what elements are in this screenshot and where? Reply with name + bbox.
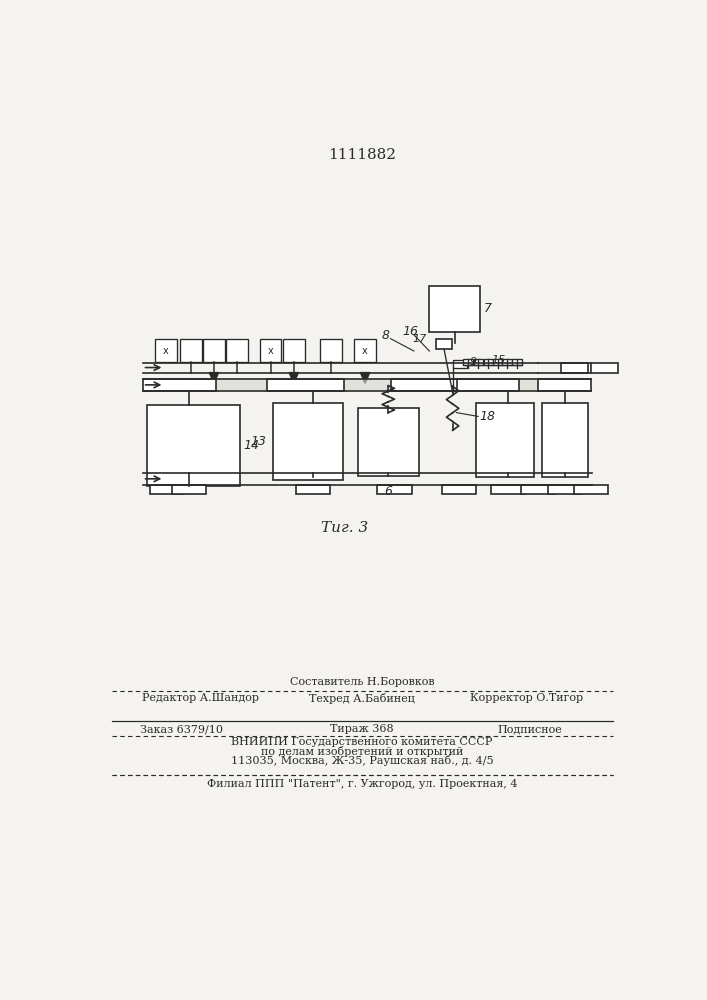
Text: Τиг. 3: Τиг. 3 (320, 521, 368, 535)
Bar (273, 403, 343, 480)
Bar (474, 359, 483, 365)
Text: 8: 8 (381, 329, 389, 342)
Text: Составитель Н.Боровков: Составитель Н.Боровков (290, 677, 434, 687)
Text: Редактор А.Шандор: Редактор А.Шандор (142, 693, 259, 703)
Bar (354, 339, 376, 362)
Bar (561, 363, 588, 373)
Bar (573, 485, 607, 494)
Text: Техред А.Бабинец: Техред А.Бабинец (309, 693, 415, 704)
Bar (267, 379, 344, 391)
Text: 18: 18 (480, 410, 496, 423)
Text: 13: 13 (250, 435, 267, 448)
Bar (259, 339, 281, 362)
Bar (320, 339, 341, 362)
Bar (172, 485, 206, 494)
Bar (436, 339, 452, 349)
Bar (143, 379, 216, 391)
Text: Филиал ППП "Патент", г. Ужгород, ул. Проектная, 4: Филиал ППП "Патент", г. Ужгород, ул. Про… (206, 779, 518, 789)
Text: по делам изобретений и открытий: по делам изобретений и открытий (261, 746, 463, 757)
Bar (452, 360, 467, 368)
Polygon shape (209, 373, 218, 383)
Text: 14: 14 (243, 439, 259, 452)
Bar (155, 339, 177, 362)
Bar (521, 485, 555, 494)
Bar (590, 363, 618, 373)
Text: 9: 9 (469, 357, 477, 367)
Text: 16: 16 (402, 325, 418, 338)
Text: x: x (362, 346, 368, 356)
Text: 1111882: 1111882 (328, 148, 396, 162)
Bar (442, 485, 476, 494)
Text: 113035, Москва, Ж-35, Раушская наб., д. 4/5: 113035, Москва, Ж-35, Раушская наб., д. … (230, 755, 493, 766)
Bar (296, 485, 330, 494)
Bar (151, 485, 185, 494)
Bar (476, 403, 534, 477)
Bar (548, 485, 582, 494)
Text: 15: 15 (491, 355, 506, 365)
Text: 6: 6 (385, 485, 392, 498)
Bar (542, 403, 588, 477)
Text: x: x (268, 346, 274, 356)
Polygon shape (361, 373, 370, 383)
Bar (429, 286, 480, 332)
Text: Подписное: Подписное (498, 724, 563, 734)
Polygon shape (289, 373, 298, 383)
Bar (180, 339, 201, 362)
Text: Тираж 368: Тираж 368 (330, 724, 394, 734)
Text: Корректор О.Тигор: Корректор О.Тигор (469, 693, 583, 703)
Bar (283, 339, 305, 362)
Bar (391, 379, 460, 391)
Bar (203, 339, 225, 362)
Text: x: x (163, 346, 169, 356)
Bar (502, 359, 512, 365)
Bar (143, 379, 590, 391)
Bar (484, 359, 493, 365)
Bar (457, 379, 518, 391)
Text: Заказ 6379/10: Заказ 6379/10 (140, 724, 223, 734)
Bar (513, 359, 522, 365)
Text: 17: 17 (413, 334, 427, 344)
Bar (226, 339, 248, 362)
Bar (464, 359, 473, 365)
Text: 7: 7 (484, 302, 491, 315)
Bar (491, 485, 525, 494)
Bar (378, 485, 411, 494)
Bar (538, 379, 590, 391)
Bar (493, 359, 502, 365)
Text: ВНИИПИ Государственного комитета СССР: ВНИИПИ Государственного комитета СССР (231, 737, 493, 747)
Bar (146, 405, 240, 486)
Bar (358, 408, 419, 476)
